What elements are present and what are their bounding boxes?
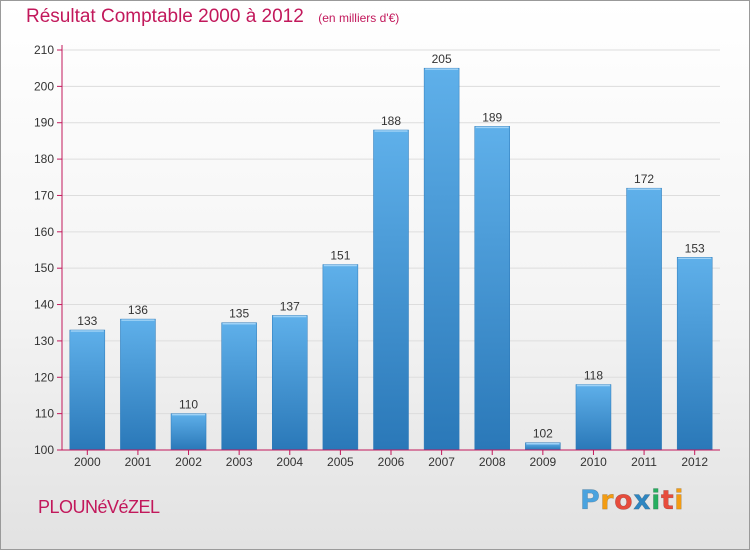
bar-2010: [575, 384, 612, 451]
y-tick-label: 120: [34, 370, 54, 384]
data-label: 137: [280, 299, 300, 313]
bar-2005: [322, 264, 359, 451]
data-label: 110: [179, 398, 198, 412]
logo-letter: t: [660, 485, 675, 517]
logo-letter: P: [580, 485, 601, 517]
chart-title-row: Résultat Comptable 2000 à 2012 (en milli…: [26, 6, 399, 28]
bar-2003: [221, 322, 257, 451]
x-tick-label: 2008: [479, 455, 506, 469]
data-label: 153: [685, 241, 705, 255]
commune-name: PLOUNéVéZEL: [38, 497, 160, 517]
bars: [69, 67, 713, 451]
y-tick-label: 200: [34, 79, 54, 93]
data-label: 102: [533, 427, 553, 441]
data-label: 133: [77, 314, 97, 328]
y-tick-label: 160: [34, 225, 54, 239]
bar-2006: [373, 129, 409, 451]
data-label: 135: [229, 307, 249, 321]
bar-2004: [272, 315, 308, 451]
logo-letter: x: [633, 485, 652, 517]
x-tick-label: 2007: [428, 455, 455, 469]
bar-2000: [69, 329, 106, 451]
chart-unit-label: (en milliers d'€): [318, 11, 400, 25]
y-tick-label: 180: [34, 152, 54, 166]
y-tick-label: 190: [34, 116, 54, 130]
axes: 100 110 120 130 140 150 160 170 180 190 200 210 2000…: [34, 43, 720, 469]
proxiti-logo: Proxiti: [580, 485, 685, 517]
y-tick-label: 130: [34, 334, 54, 348]
data-labels: 133 136 110 135 137 151 188 205 189 102 118 172 153: [77, 52, 705, 441]
logo-letter: i: [674, 485, 685, 517]
y-tick-label: 210: [34, 43, 54, 57]
data-label: 205: [432, 52, 452, 66]
x-tick-label: 2006: [378, 455, 405, 469]
y-tick-label: 170: [34, 188, 54, 202]
bar-2012: [676, 257, 713, 451]
x-tick-label: 2012: [681, 455, 708, 469]
x-tick-label: 2010: [580, 455, 607, 469]
x-tick-label: 2002: [175, 455, 202, 469]
bar-2007: [423, 67, 460, 451]
bar-2001: [120, 318, 156, 451]
logo-letter: o: [614, 485, 634, 517]
data-label: 118: [584, 369, 603, 383]
bar-2011: [626, 187, 662, 451]
x-tick-label: 2011: [631, 455, 657, 469]
data-label: 189: [482, 110, 502, 124]
y-tick-label: 140: [34, 298, 54, 312]
y-tick-label: 150: [34, 261, 54, 275]
x-tick-label: 2003: [226, 455, 253, 469]
x-tick-label: 2001: [125, 455, 152, 469]
y-tick-label: 100: [34, 443, 54, 457]
logo-letter: i: [651, 485, 661, 517]
bar-2002: [170, 413, 207, 451]
x-tick-label: 2005: [327, 455, 354, 469]
x-tick-label: 2009: [529, 455, 556, 469]
data-label: 188: [381, 114, 401, 128]
bar-2008: [474, 126, 510, 451]
y-tick-label: 110: [35, 407, 54, 421]
x-tick-label: 2004: [276, 455, 303, 469]
data-label: 136: [128, 303, 148, 317]
logo-letter: r: [600, 485, 615, 517]
x-tick-label: 2000: [74, 455, 101, 469]
data-label: 151: [330, 249, 350, 263]
chart-title: Résultat Comptable 2000 à 2012: [26, 6, 304, 27]
data-label: 172: [634, 172, 654, 186]
